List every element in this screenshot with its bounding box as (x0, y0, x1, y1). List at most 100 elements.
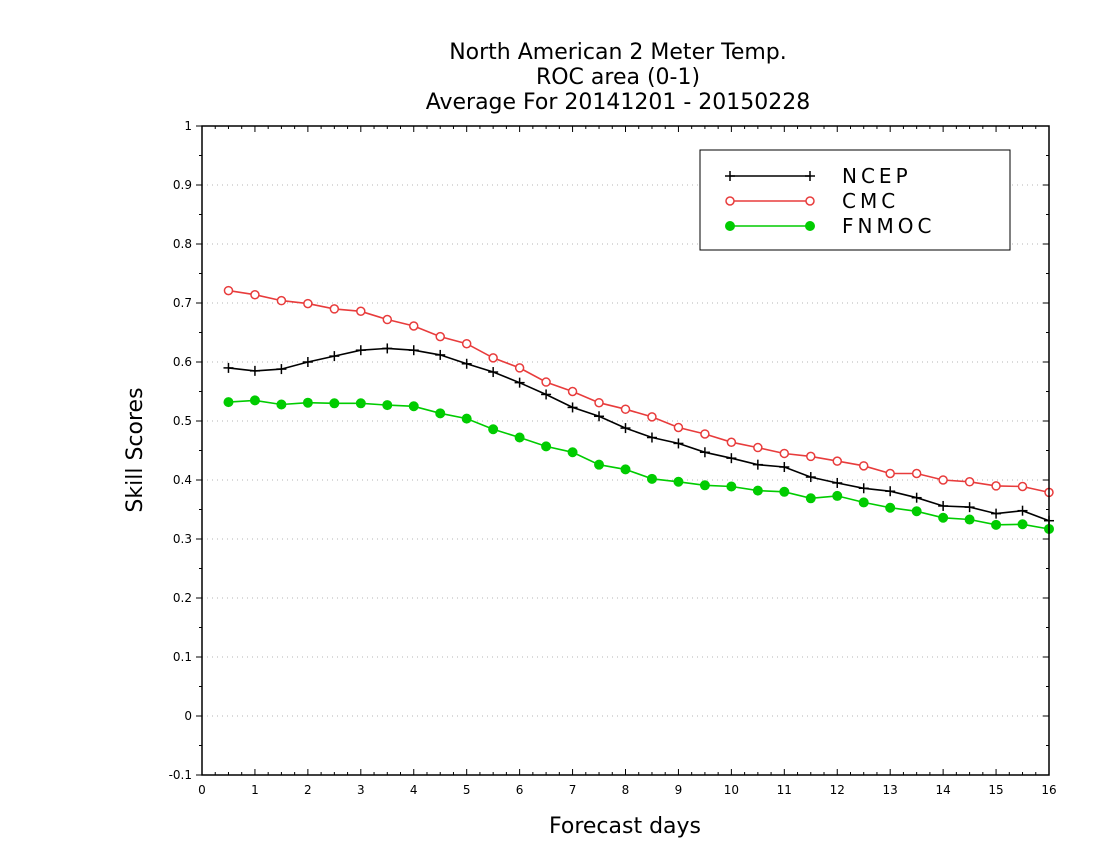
data-point-fnmoc (779, 486, 790, 497)
data-point-ncep (885, 486, 896, 497)
x-tick-label: 6 (516, 783, 524, 797)
y-tick-label: 1 (184, 119, 192, 133)
series-ncep (223, 343, 1054, 526)
legend-marker-cmc (725, 196, 735, 206)
data-point-cmc (541, 377, 551, 387)
data-point-fnmoc (329, 398, 340, 409)
data-point-ncep (699, 447, 710, 458)
data-point-fnmoc (488, 424, 499, 435)
data-point-ncep (964, 502, 975, 513)
data-point-ncep (858, 483, 869, 494)
x-tick-label: 9 (675, 783, 683, 797)
data-point-fnmoc (382, 400, 393, 411)
legend-marker-ncep (725, 171, 735, 181)
y-tick-label: 0.8 (173, 237, 192, 251)
x-tick-label: 2 (304, 783, 312, 797)
x-tick-label: 7 (569, 783, 577, 797)
data-point-fnmoc (673, 476, 684, 487)
data-point-fnmoc (594, 459, 605, 470)
data-point-ncep (805, 472, 816, 483)
x-tick-label: 1 (251, 783, 259, 797)
data-point-fnmoc (541, 441, 552, 452)
data-point-fnmoc (911, 506, 922, 517)
data-point-ncep (355, 345, 366, 356)
data-point-cmc (620, 404, 631, 414)
series-layer (223, 285, 1054, 534)
data-point-fnmoc (964, 514, 975, 525)
data-point-ncep (435, 349, 446, 360)
series-line-cmc (228, 289, 1050, 494)
data-point-cmc (594, 397, 604, 408)
data-point-fnmoc (832, 490, 843, 501)
legend-marker-fnmoc (725, 221, 735, 231)
x-axis-label: Forecast days (549, 814, 701, 839)
data-point-fnmoc (461, 413, 472, 424)
data-point-cmc (938, 475, 948, 485)
title-line-3: Average For 20141201 - 20150228 (426, 90, 811, 115)
series-fnmoc (223, 395, 1054, 534)
data-point-ncep (329, 351, 340, 362)
y-tick-label: 0.4 (173, 473, 192, 487)
data-point-fnmoc (355, 398, 366, 409)
data-point-fnmoc (858, 497, 869, 508)
data-point-ncep (779, 462, 790, 473)
data-point-ncep (408, 345, 419, 356)
data-point-cmc (250, 289, 260, 300)
x-tick-label: 12 (830, 783, 845, 797)
data-point-fnmoc (1017, 519, 1028, 530)
legend-label-cmc: CMC (842, 189, 899, 213)
data-point-cmc (779, 448, 790, 459)
legend-label-fnmoc: FNMOC (842, 214, 935, 238)
data-point-ncep (514, 377, 525, 388)
data-point-fnmoc (699, 480, 710, 491)
data-point-cmc (223, 285, 234, 296)
x-tick-label: 14 (935, 783, 950, 797)
data-point-cmc (673, 422, 684, 433)
series-line-ncep (228, 347, 1050, 522)
data-point-fnmoc (249, 395, 260, 406)
data-point-fnmoc (938, 512, 949, 523)
data-point-cmc (567, 386, 578, 397)
data-point-cmc (488, 353, 498, 363)
data-point-cmc (647, 412, 657, 422)
legend-marker-fnmoc (805, 221, 815, 231)
data-point-ncep (752, 459, 763, 470)
data-point-fnmoc (885, 502, 896, 513)
data-point-ncep (541, 389, 552, 400)
y-axis-label: Skill Scores (123, 387, 148, 512)
data-point-cmc (303, 298, 313, 309)
data-point-ncep (991, 508, 1002, 519)
legend-marker-cmc (805, 196, 815, 206)
x-tick-label: 15 (988, 783, 1003, 797)
y-tick-label: 0.1 (173, 650, 192, 664)
data-point-cmc (329, 304, 340, 314)
data-point-ncep (726, 453, 737, 464)
data-point-fnmoc (514, 432, 525, 443)
data-point-ncep (567, 402, 578, 413)
legend-marker-ncep (805, 171, 815, 181)
x-tick-label: 5 (463, 783, 471, 797)
data-point-fnmoc (302, 397, 313, 408)
legend-box (699, 149, 1011, 251)
legend-item-fnmoc: FNMOC (725, 214, 935, 238)
data-point-cmc (911, 468, 922, 479)
data-point-cmc (991, 481, 1001, 491)
legend-label-ncep: NCEP (842, 164, 912, 188)
series-cmc (223, 285, 1054, 498)
legend-item-ncep: NCEP (725, 164, 912, 188)
title-line-2: ROC area (0-1) (536, 65, 700, 90)
data-point-cmc (461, 338, 472, 349)
chart-title: North American 2 Meter Temp. ROC area (0… (426, 40, 811, 115)
y-tick-label: -0.1 (169, 768, 192, 782)
grid-lines (202, 184, 1049, 717)
y-tick-label: 0.6 (173, 355, 192, 369)
data-point-ncep (382, 343, 393, 354)
data-point-ncep (832, 477, 843, 488)
data-point-cmc (858, 461, 869, 471)
data-point-cmc (806, 451, 816, 462)
data-point-cmc (885, 468, 895, 479)
data-point-fnmoc (646, 473, 657, 484)
data-point-ncep (1017, 505, 1028, 516)
data-point-cmc (753, 442, 763, 453)
axis-ticks: -0.100.10.20.30.40.50.60.70.80.910 1 2 3 4 5 6… (169, 119, 1057, 797)
